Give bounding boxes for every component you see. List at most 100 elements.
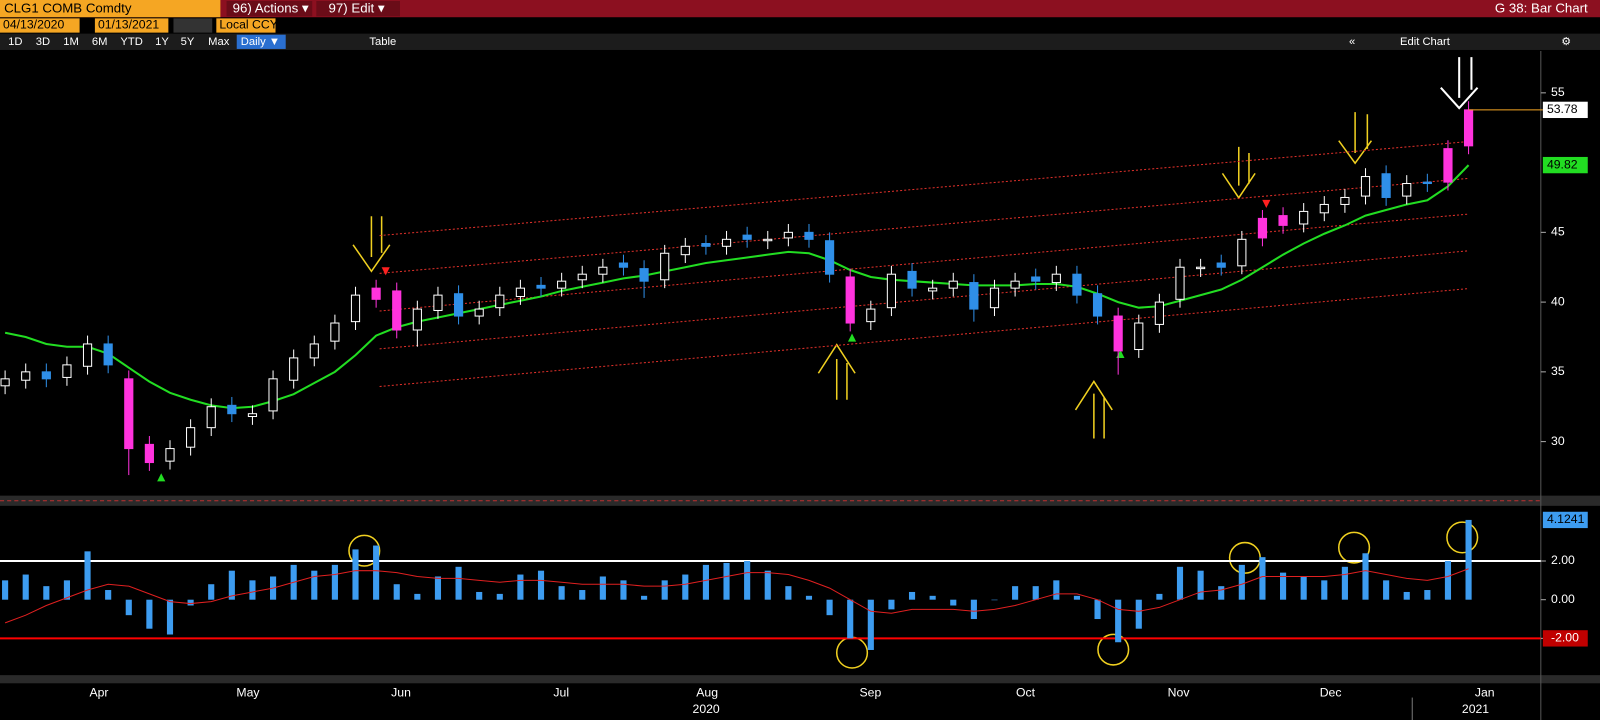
edit-button[interactable] <box>316 1 400 17</box>
candle <box>62 356 72 386</box>
candle <box>1031 268 1041 290</box>
candle-body <box>660 252 670 281</box>
candle-body <box>1360 176 1371 197</box>
collapse-icon[interactable]: « <box>1349 36 1355 48</box>
x-tick-label: Jun <box>391 686 411 700</box>
frequency: Daily ▼ <box>241 36 280 48</box>
histogram-bar <box>228 570 235 600</box>
candle <box>907 263 917 297</box>
histogram-bar <box>187 599 194 606</box>
channel-line <box>379 250 1468 350</box>
candle <box>969 274 979 322</box>
candle <box>618 254 629 276</box>
arrow-down <box>1440 57 1479 110</box>
period-button[interactable]: 3D <box>36 36 50 48</box>
histogram-bar <box>105 590 112 600</box>
histogram-bar <box>929 595 936 600</box>
frequency-box[interactable] <box>236 34 286 49</box>
candle-body <box>598 266 608 275</box>
candle <box>886 265 897 317</box>
candle-body <box>309 343 319 359</box>
candle <box>1092 285 1103 325</box>
histogram-bar <box>805 595 813 600</box>
histogram-bar <box>1280 572 1287 600</box>
period-button[interactable]: 5Y <box>181 36 195 48</box>
x-tick-label: Jul <box>553 686 569 700</box>
period-button[interactable]: 1D <box>8 36 22 48</box>
candle <box>701 235 711 255</box>
candle-body <box>165 448 175 462</box>
histogram-bar <box>63 580 70 600</box>
last-value-box <box>1542 511 1588 529</box>
candle <box>1051 265 1061 291</box>
y-tick-label: 55 <box>1551 85 1565 99</box>
histogram-bar <box>1032 586 1039 600</box>
candle-body <box>21 371 31 381</box>
histogram-bar <box>496 593 503 600</box>
candle-body <box>1031 276 1041 282</box>
end-date: 01/13/2021 <box>98 18 159 32</box>
edit-chart[interactable]: Edit Chart <box>1400 36 1451 48</box>
table-button[interactable]: Table <box>369 36 396 48</box>
candle-body <box>62 364 72 378</box>
period-button[interactable]: YTD <box>120 36 142 48</box>
histogram-bar <box>476 591 483 600</box>
candle <box>103 335 113 374</box>
candle-body <box>495 294 505 309</box>
histogram-bar <box>970 599 977 620</box>
candle-body <box>680 245 690 256</box>
candle <box>577 265 587 289</box>
candle <box>1319 196 1329 222</box>
start-date-box[interactable] <box>0 18 80 33</box>
period-button[interactable]: 6M <box>92 36 108 48</box>
histogram-bar <box>1403 591 1410 600</box>
candle-body <box>1092 293 1103 317</box>
actions: 96) Actions ▾ <box>233 1 309 16</box>
security-box[interactable] <box>0 0 221 18</box>
histogram-bar <box>1053 580 1060 600</box>
candle-body <box>989 287 1000 309</box>
candle-body <box>1340 196 1350 205</box>
candle-body <box>557 280 567 289</box>
candle-body <box>1051 273 1061 284</box>
actions-button[interactable] <box>226 1 313 17</box>
histogram-bar <box>1444 561 1452 600</box>
start-date: 04/13/2020 <box>3 18 64 32</box>
annotations <box>348 57 1479 669</box>
currency-box[interactable] <box>216 18 276 33</box>
histogram-bar <box>331 564 338 600</box>
sell-triangle <box>381 267 390 276</box>
period-button[interactable]: 1M <box>63 36 79 48</box>
histogram-bar <box>950 599 957 606</box>
signal-circle <box>1338 531 1371 564</box>
candle <box>1463 101 1474 155</box>
period-button[interactable]: Max <box>208 36 230 48</box>
histogram-bar <box>1341 566 1348 600</box>
calendar-button[interactable] <box>173 18 213 33</box>
histogram-bar <box>208 584 215 600</box>
channel-line <box>379 288 1468 388</box>
candle-body <box>268 378 278 412</box>
histogram-bar <box>125 599 132 616</box>
candle <box>763 230 773 250</box>
candle-body <box>515 287 525 298</box>
year-label: 2021 <box>1462 702 1489 716</box>
histogram-bar <box>537 570 545 600</box>
candle <box>1134 314 1144 358</box>
arrow-up <box>1074 380 1113 439</box>
settings-icon[interactable]: ⚙ <box>1561 36 1571 48</box>
period-button[interactable]: 1Y <box>155 36 169 48</box>
candle <box>1154 293 1164 333</box>
function-name: G 38: Bar Chart <box>1495 1 1588 16</box>
candle <box>1113 307 1123 375</box>
candle-body <box>928 287 938 292</box>
candle <box>309 335 319 367</box>
end-date-box[interactable] <box>94 18 169 33</box>
y-tick-label: 0.00 <box>1551 592 1575 606</box>
candle <box>453 285 464 325</box>
candle <box>660 244 670 289</box>
candle <box>1402 175 1412 205</box>
candle <box>1196 258 1206 277</box>
candle <box>1381 165 1391 206</box>
candle <box>866 300 876 331</box>
